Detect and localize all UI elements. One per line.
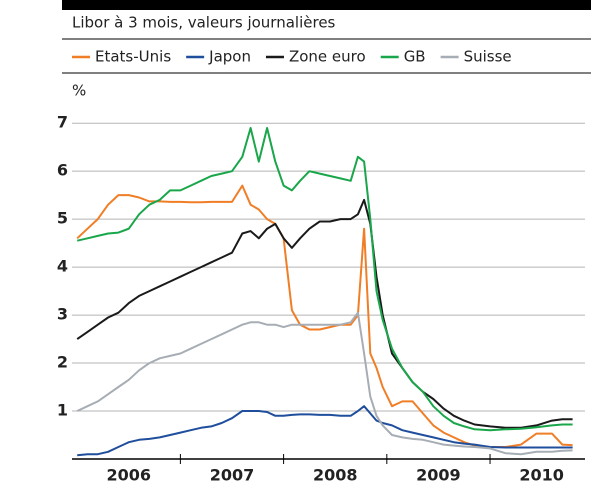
- legend-label: Etats-Unis: [95, 48, 171, 66]
- y-tick-label: 3: [57, 305, 68, 324]
- y-tick-label: 5: [57, 209, 68, 228]
- data-line: [76, 127, 573, 432]
- x-tick-label: 2009: [416, 466, 461, 485]
- y-tick-label: 7: [57, 113, 68, 132]
- chart-subtitle: Libor à 3 mois, valeurs journalières: [72, 14, 336, 32]
- y-tick-label: 1: [57, 401, 68, 420]
- data-line: [77, 405, 573, 457]
- legend-label: Zone euro: [289, 48, 366, 66]
- x-tick-label: 2006: [107, 466, 152, 485]
- legend-label: Japon: [208, 48, 251, 66]
- data-line: [76, 198, 573, 429]
- x-tick-label: 2010: [519, 466, 564, 485]
- y-axis-label: %: [72, 82, 86, 100]
- data-line: [76, 311, 573, 456]
- y-tick-label: 2: [57, 353, 68, 372]
- data-line: [76, 184, 573, 448]
- legend-label: GB: [404, 48, 426, 66]
- y-tick-label: 6: [57, 161, 68, 180]
- header-bar: [62, 0, 591, 10]
- x-tick-label: 2007: [210, 466, 255, 485]
- legend-label: Suisse: [464, 48, 512, 66]
- legend: Etats-Unis Japon Zone euro GB Suisse: [72, 48, 512, 66]
- x-tick-label: 2008: [313, 466, 358, 485]
- y-tick-label: 4: [57, 257, 68, 276]
